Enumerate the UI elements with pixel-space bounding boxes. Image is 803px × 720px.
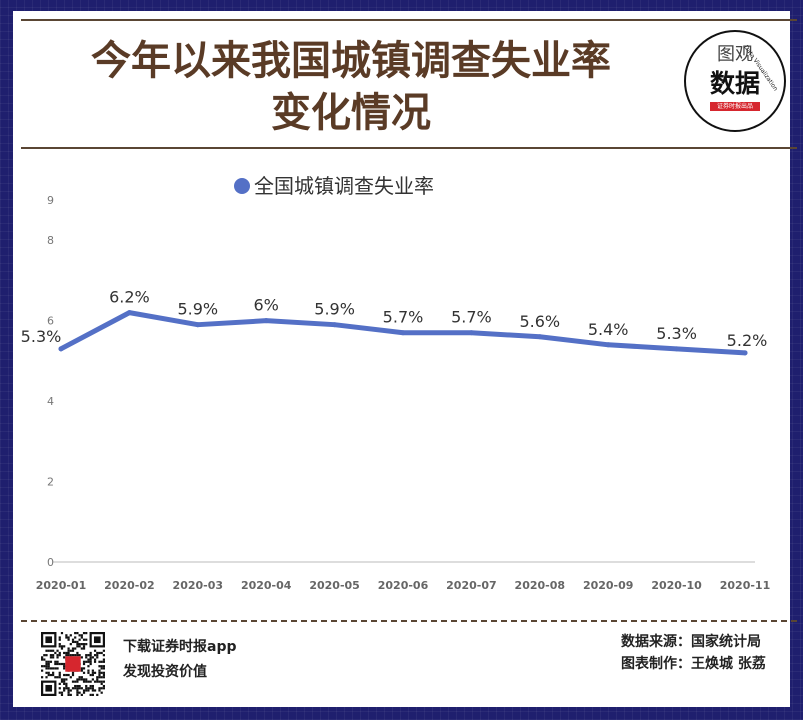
data-label: 5.3%	[21, 327, 62, 346]
y-tick-label: 6	[47, 315, 54, 328]
data-point	[263, 318, 269, 324]
logo-main-text: 数据	[709, 69, 760, 98]
header-bottom-rule	[21, 147, 797, 149]
data-point	[742, 350, 748, 356]
data-label: 5.4%	[588, 320, 629, 339]
data-label: 5.2%	[727, 331, 768, 350]
logo-top-text: 图观	[717, 44, 753, 65]
data-label: 6%	[254, 296, 279, 315]
data-label: 5.9%	[177, 300, 218, 319]
footer-slogan-text: 发现投资价值	[123, 664, 207, 680]
legend-label: 全国城镇调查失业率	[254, 174, 434, 198]
data-point	[400, 330, 406, 336]
title-line-1: 今年以来我国城镇调查失业率	[91, 38, 611, 84]
x-tick-label: 2020-10	[651, 579, 702, 592]
footer-divider	[21, 620, 797, 622]
x-tick-label: 2020-11	[720, 579, 771, 592]
x-tick-label: 2020-01	[36, 579, 87, 592]
data-source-text: 数据来源：国家统计局	[621, 634, 761, 650]
data-label: 5.6%	[519, 312, 560, 331]
data-label: 5.3%	[656, 324, 697, 343]
y-tick-label: 4	[47, 395, 54, 408]
x-tick-label: 2020-04	[241, 579, 292, 592]
data-point	[332, 322, 338, 328]
x-tick-label: 2020-07	[446, 579, 497, 592]
data-label: 5.9%	[314, 300, 355, 319]
y-tick-label: 9	[47, 194, 54, 207]
data-point	[468, 330, 474, 336]
x-tick-label: 2020-09	[583, 579, 634, 592]
data-point	[58, 346, 64, 352]
data-point	[537, 334, 543, 340]
data-point	[126, 310, 132, 316]
logo-red-tag: 证券时报出品	[710, 102, 760, 111]
legend-marker-icon	[234, 178, 250, 194]
data-label: 5.7%	[383, 308, 424, 327]
data-label: 6.2%	[109, 288, 150, 307]
y-tick-label: 2	[47, 476, 54, 489]
data-point	[195, 322, 201, 328]
chart-credit-text: 图表制作：王焕城 张荔	[621, 656, 766, 672]
x-tick-label: 2020-03	[173, 579, 224, 592]
x-tick-label: 2020-08	[515, 579, 566, 592]
y-tick-label: 0	[47, 556, 54, 569]
title-line-2: 变化情况	[271, 90, 431, 136]
x-tick-label: 2020-02	[104, 579, 155, 592]
y-tick-label: 8	[47, 234, 54, 247]
data-point	[674, 346, 680, 352]
footer-app-text: 下载证券时报app	[123, 639, 237, 655]
data-label: 5.7%	[451, 308, 492, 327]
top-rule	[21, 19, 797, 21]
infographic-card: 今年以来我国城镇调查失业率 变化情况 图观 数据 Data Visualizat…	[13, 11, 797, 707]
data-point	[605, 342, 611, 348]
x-tick-label: 2020-06	[378, 579, 429, 592]
qr-code-icon[interactable]	[41, 632, 105, 696]
brand-logo: 图观 数据 Data Visualization 证券时报出品	[684, 30, 786, 132]
x-tick-label: 2020-05	[309, 579, 360, 592]
